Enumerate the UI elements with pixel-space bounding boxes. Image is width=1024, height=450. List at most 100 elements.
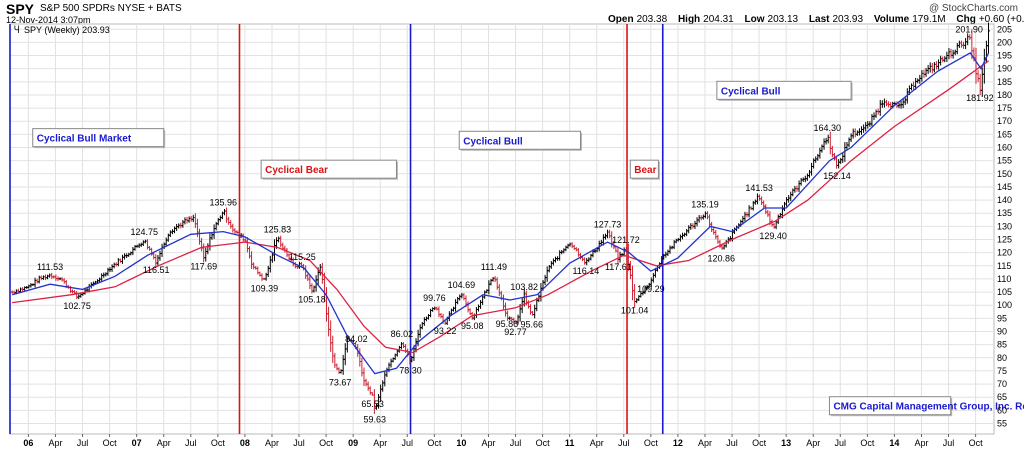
data-label: 164.30: [814, 123, 842, 133]
x-tick-label: Oct: [860, 438, 875, 448]
y-tick-label: 135: [997, 208, 1012, 218]
y-tick-label: 115: [997, 261, 1011, 271]
data-label: 117.69: [190, 262, 217, 272]
x-tick-label: Jul: [835, 438, 847, 448]
chg-value: +0.60 (+0.29%): [978, 14, 1024, 25]
x-tick-label: Apr: [698, 438, 712, 448]
y-tick-label: 195: [997, 51, 1012, 61]
phase-label-text: Bear: [634, 165, 656, 176]
data-label: 129.40: [759, 231, 787, 241]
data-label: 95.86: [496, 319, 519, 329]
x-tick-label: 06: [23, 438, 33, 448]
ohlc-readout: Open 203.38 High 204.31 Low 203.13 Last 203.…: [608, 14, 1024, 25]
legend-icon: Ⴗ: [14, 25, 20, 35]
x-tick-label: Jul: [77, 438, 89, 448]
phase-label-text: Cyclical Bull: [721, 86, 781, 97]
phase-label-text: Cyclical Bull Market: [37, 134, 132, 145]
y-axis: 55 60 65 70 75 80 85 90 95 100 105 110 115 120 125 130 1…: [997, 24, 1012, 428]
high-value: 204.31: [703, 14, 734, 25]
data-label: 121.72: [612, 235, 640, 245]
data-label: 92.77: [504, 327, 527, 337]
x-tick-label: 07: [132, 438, 142, 448]
data-label: 120.86: [707, 253, 735, 263]
fast-moving-average-line: [12, 52, 990, 375]
phase-label: Bear: [629, 159, 660, 180]
x-tick-label: Apr: [373, 438, 387, 448]
data-label: 65.53: [361, 399, 384, 409]
ticker-name: S&P 500 SPDRs NYSE + BATS: [40, 3, 182, 14]
x-tick-label: Apr: [157, 438, 171, 448]
phase-label: Cyclical Bear: [260, 159, 398, 180]
data-label: 111.49: [481, 262, 507, 272]
data-label: 141.53: [745, 183, 773, 193]
phase-label-frame: [716, 80, 852, 100]
phase-label-frame: [32, 128, 165, 148]
x-tick-label: 10: [456, 438, 466, 448]
x-tick-label: Oct: [103, 438, 118, 448]
low-value: 203.13: [767, 14, 799, 25]
y-tick-label: 65: [997, 392, 1007, 402]
x-tick-label: 09: [348, 438, 358, 448]
data-label: 109.29: [637, 284, 665, 294]
x-tick-label: Oct: [211, 438, 226, 448]
x-tick-label: 11: [565, 438, 575, 448]
y-tick-label: 105: [997, 287, 1012, 297]
data-label: 59.63: [364, 414, 387, 424]
data-label: 86.02: [391, 329, 414, 339]
y-tick-label: 145: [997, 182, 1012, 192]
data-label: 135.96: [209, 198, 237, 208]
data-label: 95.08: [461, 321, 484, 331]
data-label: 111.53: [37, 262, 63, 272]
data-label: 99.76: [423, 293, 446, 303]
high-label: High: [677, 14, 701, 25]
y-tick-label: 100: [997, 300, 1012, 310]
data-labels: 111.53 102.75 124.75 116.51 117.69 135.96 109.…: [37, 24, 994, 424]
x-tick-label: Jul: [293, 438, 305, 448]
x-tick-label: Oct: [644, 438, 659, 448]
y-tick-label: 200: [997, 37, 1012, 47]
y-tick-label: 60: [997, 405, 1007, 415]
phase-label: Cyclical Bull Market: [32, 128, 166, 149]
x-tick-label: Oct: [969, 438, 984, 448]
phase-label-text: Cyclical Bull: [463, 136, 523, 147]
footer-label-frame: [828, 396, 952, 416]
chart-date: 12-Nov-2014 3:07pm: [6, 15, 91, 25]
data-label: 116.51: [143, 265, 170, 275]
ticker-symbol: SPY: [6, 1, 35, 17]
phase-label-text: Cyclical Bear: [265, 165, 328, 176]
y-tick-label: 55: [997, 418, 1007, 428]
data-label: 78.30: [399, 365, 422, 375]
y-tick-label: 175: [997, 103, 1012, 113]
brand-link[interactable]: @ StockCharts.com: [928, 3, 1018, 14]
y-tick-label: 185: [997, 77, 1012, 87]
data-label: 101.04: [621, 305, 649, 315]
y-tick-label: 75: [997, 366, 1007, 376]
data-label: 116.14: [572, 266, 599, 276]
phase-annotations: Cyclical Bull Market Cyclical Bear Cyclica…: [32, 80, 1024, 417]
y-tick-label: 90: [997, 327, 1007, 337]
y-tick-label: 190: [997, 64, 1012, 74]
data-label: 93.22: [434, 326, 457, 336]
y-tick-label: 155: [997, 156, 1012, 166]
data-label: 103.82: [510, 282, 538, 292]
chart-legend: Ⴗ SPY (Weekly) 203.93: [14, 25, 110, 35]
slow-moving-average-line: [12, 60, 989, 354]
x-tick-label: Oct: [427, 438, 442, 448]
phase-label-frame: [260, 159, 397, 179]
price-bars: [10, 22, 991, 415]
y-tick-label: 125: [997, 235, 1012, 245]
x-tick-label: 13: [781, 438, 791, 448]
x-tick-label: Apr: [590, 438, 604, 448]
x-tick-label: Oct: [752, 438, 767, 448]
x-tick-label: 14: [889, 438, 899, 448]
y-tick-label: 85: [997, 340, 1007, 350]
x-tick-label: Oct: [536, 438, 551, 448]
x-tick-label: Jul: [402, 438, 414, 448]
x-tick-label: Apr: [481, 438, 495, 448]
data-label: 201.90: [955, 24, 983, 34]
y-tick-label: 110: [997, 274, 1011, 284]
x-tick-label: Apr: [48, 438, 62, 448]
y-tick-label: 160: [997, 143, 1012, 153]
data-label: 181.92: [966, 93, 994, 103]
